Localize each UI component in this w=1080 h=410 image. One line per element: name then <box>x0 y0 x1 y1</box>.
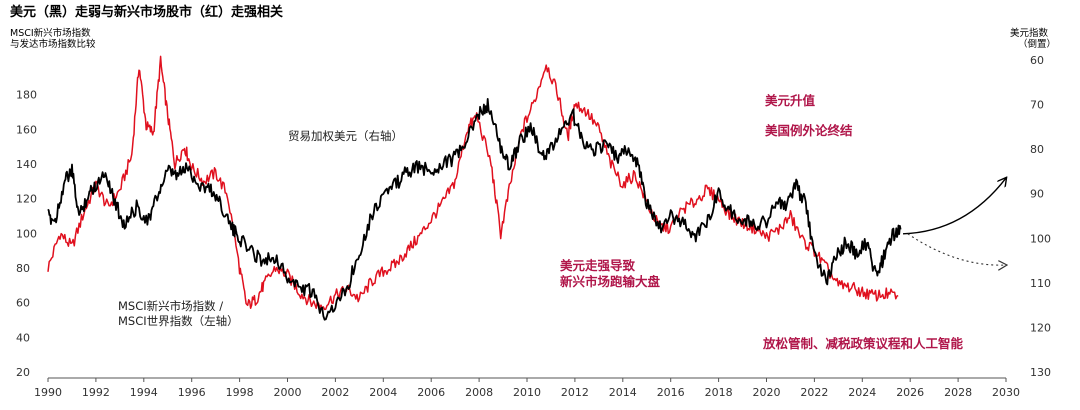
x-tick-label: 2014 <box>609 386 637 399</box>
left-tick-label: 80 <box>16 262 30 275</box>
x-axis: 1990 1992 1994 1996 1998 2000 2002 2004 2006 2008… <box>34 378 1020 399</box>
chart-title: 美元（黑）走弱与新兴市场股市（红）走强相关 <box>10 4 283 20</box>
left-tick-label: 180 <box>16 89 37 102</box>
right-tick-label: 130 <box>1030 366 1051 379</box>
x-tick-label: 1990 <box>34 386 62 399</box>
x-tick-label: 2026 <box>896 386 924 399</box>
annotation-rise-line-2: 美国例外论终结 <box>765 123 853 138</box>
x-tick-label: 2010 <box>513 386 541 399</box>
right-tick-label: 120 <box>1030 321 1051 334</box>
em-series-label-line-2: MSCI世界指数（左轴） <box>118 314 239 328</box>
annotation-rise-line-1: 美元升值 <box>765 93 816 108</box>
x-tick-label: 2012 <box>561 386 589 399</box>
left-tick-label: 60 <box>16 297 30 310</box>
x-tick-label: 2016 <box>657 386 685 399</box>
left-tick-label: 120 <box>16 193 37 206</box>
right-tick-label: 70 <box>1030 99 1044 112</box>
x-tick-label: 2022 <box>800 386 828 399</box>
x-tick-label: 2024 <box>848 386 876 399</box>
x-tick-label: 2020 <box>753 386 781 399</box>
projection-down-arrow <box>907 233 1006 265</box>
projection-up-arrow <box>902 178 1006 235</box>
left-axis-label-line-1: MSCI新兴市场指数 <box>10 27 91 39</box>
left-tick-label: 40 <box>16 331 30 344</box>
series-layer <box>47 55 902 321</box>
x-tick-label: 2000 <box>274 386 302 399</box>
annotation-policy: 放松管制、减税政策议程和人工智能 <box>762 336 964 351</box>
x-tick-label: 1992 <box>82 386 110 399</box>
x-tick-label: 2008 <box>465 386 493 399</box>
right-tick-label: 60 <box>1030 54 1044 67</box>
x-tick-label: 1996 <box>178 386 206 399</box>
x-tick-label: 2018 <box>705 386 733 399</box>
x-tick-label: 2006 <box>417 386 445 399</box>
right-axis-label-line-2: （倒置） <box>1018 38 1056 50</box>
left-axis-label-line-2: 与发达市场指数比较 <box>10 38 96 50</box>
annotation-weak-line-2: 新兴市场跑输大盘 <box>560 274 661 289</box>
x-tick-label: 1994 <box>130 386 158 399</box>
right-axis-label-line-1: 美元指数 <box>1010 27 1049 39</box>
left-tick-label: 20 <box>16 366 30 379</box>
x-tick-label: 1998 <box>226 386 254 399</box>
annotation-weak-line-1: 美元走强导致 <box>560 258 636 273</box>
left-axis: 20 40 60 80 100 120 140 160 180 <box>16 89 37 379</box>
x-tick-label: 2004 <box>369 386 397 399</box>
right-axis: 60 70 80 90 100 110 120 130 <box>1030 54 1051 379</box>
right-tick-label: 90 <box>1030 188 1044 201</box>
right-tick-label: 110 <box>1030 277 1051 290</box>
em-series-label-line-1: MSCI新兴市场指数 / <box>118 299 223 313</box>
x-tick-label: 2002 <box>321 386 349 399</box>
dollar-series-label: 贸易加权美元（右轴） <box>288 129 403 143</box>
dollar-series-line <box>47 98 902 321</box>
left-tick-label: 100 <box>16 227 37 240</box>
right-tick-label: 100 <box>1030 232 1051 245</box>
projection-layer <box>902 178 1006 265</box>
left-tick-label: 160 <box>16 123 37 136</box>
left-tick-label: 140 <box>16 158 37 171</box>
x-tick-label: 2030 <box>992 386 1020 399</box>
x-tick-label: 2028 <box>944 386 972 399</box>
right-tick-label: 80 <box>1030 143 1044 156</box>
